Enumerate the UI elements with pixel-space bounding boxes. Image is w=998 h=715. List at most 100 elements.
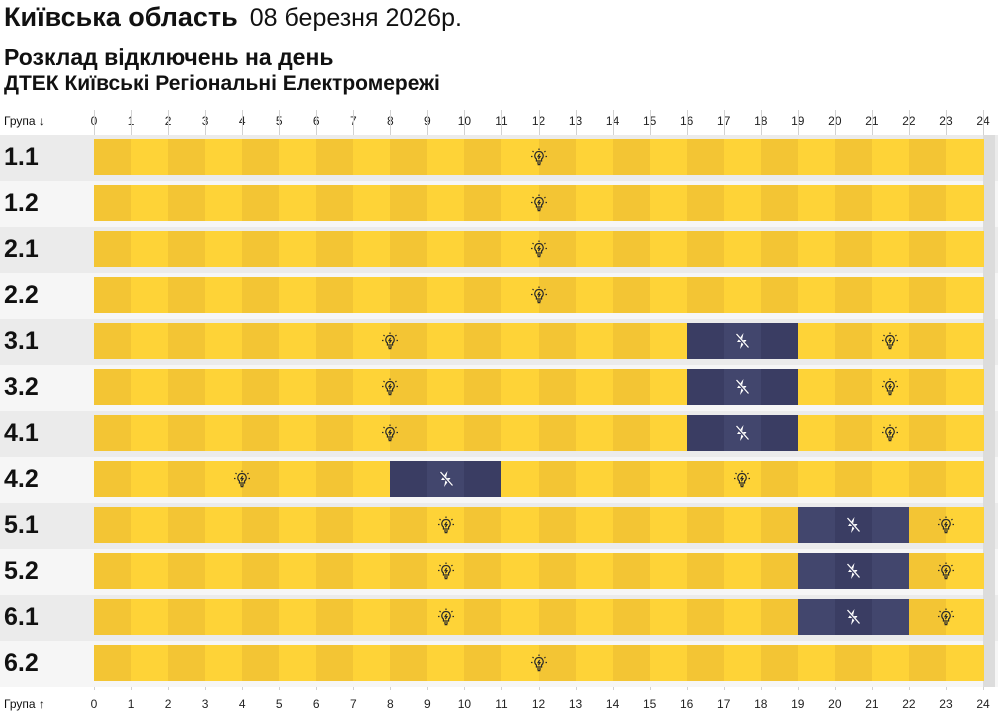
power-off-hour (760, 323, 799, 359)
power-on-hour (686, 507, 725, 543)
power-on-hour (316, 231, 354, 267)
power-on-hour (242, 599, 280, 635)
group-label: 4.1 (4, 419, 39, 447)
power-on-hour (501, 599, 540, 635)
power-on-hour (279, 231, 317, 267)
row-end-strip (983, 457, 995, 503)
power-on-hour (168, 507, 206, 543)
power-on-hour (242, 507, 280, 543)
group-row: 3.1 (0, 319, 998, 365)
power-on-hour (538, 323, 577, 359)
power-on-hour (797, 185, 836, 221)
power-on-hour (501, 139, 540, 175)
power-on-hour (538, 415, 577, 451)
row-end-strip (983, 365, 995, 411)
power-on-hour (538, 461, 577, 497)
page-subtitle: Розклад відключень на день (4, 44, 334, 70)
lightbulb-icon (529, 285, 549, 305)
hour-tick-label: 24 (973, 114, 993, 128)
power-on-hour (427, 139, 466, 175)
row-end-strip (983, 411, 995, 457)
power-on-hour (316, 507, 354, 543)
power-on-hour (316, 185, 354, 221)
power-on-hour (279, 415, 317, 451)
power-on-hour (908, 415, 947, 451)
group-column-header[interactable]: Група ↓ (4, 114, 45, 128)
power-on-hour (279, 369, 317, 405)
power-on-hour (390, 277, 428, 313)
power-on-hour (131, 185, 169, 221)
power-on-hour (908, 231, 947, 267)
group-label: 2.1 (4, 235, 39, 263)
power-on-hour (723, 231, 762, 267)
power-on-hour (538, 599, 577, 635)
power-on-hour (797, 139, 836, 175)
power-on-hour (760, 507, 799, 543)
group-label: 3.2 (4, 373, 39, 401)
schedule-date: 08 березня 2026р. (249, 4, 462, 32)
lightning-off-icon (843, 515, 863, 535)
power-on-hour (501, 461, 540, 497)
power-on-hour (908, 323, 947, 359)
power-on-hour (575, 139, 614, 175)
power-on-hour (575, 599, 614, 635)
group-row: 1.2 (0, 181, 998, 227)
power-on-hour (168, 369, 206, 405)
power-on-hour (760, 461, 799, 497)
power-on-hour (575, 277, 614, 313)
power-on-hour (464, 139, 503, 175)
power-on-hour (131, 415, 169, 451)
group-label: 4.2 (4, 465, 39, 493)
lightbulb-icon (936, 607, 956, 627)
power-on-hour (94, 323, 132, 359)
power-on-hour (94, 461, 132, 497)
power-on-hour (242, 139, 280, 175)
power-on-hour (353, 323, 391, 359)
power-off-hour (686, 369, 725, 405)
power-on-hour (723, 185, 762, 221)
power-on-hour (279, 277, 317, 313)
power-off-hour (390, 461, 428, 497)
power-on-hour (168, 599, 206, 635)
power-on-hour (834, 139, 873, 175)
power-on-hour (501, 231, 540, 267)
power-off-hour (760, 415, 799, 451)
power-on-hour (871, 461, 910, 497)
power-on-hour (205, 231, 243, 267)
power-on-hour (501, 369, 540, 405)
power-on-hour (464, 323, 503, 359)
hour-tick-label: 13 (568, 697, 583, 711)
top-hour-header: Група ↓012345678910111213141516171819202… (0, 110, 998, 132)
hour-tick-label: 6 (312, 697, 320, 711)
power-on-hour (575, 369, 614, 405)
power-on-hour (279, 645, 317, 681)
power-on-hour (501, 185, 540, 221)
power-on-hour (242, 231, 280, 267)
group-row: 4.2 (0, 457, 998, 503)
power-on-hour (390, 553, 428, 589)
power-on-hour (686, 461, 725, 497)
power-on-hour (279, 185, 317, 221)
power-on-hour (390, 231, 428, 267)
power-on-hour (760, 231, 799, 267)
group-column-header[interactable]: Група ↑ (4, 697, 45, 711)
hour-tick-label: 19 (791, 697, 805, 711)
hour-tick-label: 23 (936, 114, 956, 128)
power-on-hour (575, 645, 614, 681)
power-on-hour (168, 231, 206, 267)
region-name: Київська область (4, 2, 238, 32)
power-on-hour (316, 415, 354, 451)
power-on-hour (279, 507, 317, 543)
lightbulb-icon (936, 515, 956, 535)
power-on-hour (168, 323, 206, 359)
power-on-hour (538, 507, 577, 543)
lightbulb-icon (936, 561, 956, 581)
power-on-hour (390, 507, 428, 543)
power-on-hour (168, 553, 206, 589)
power-on-hour (501, 277, 540, 313)
group-row: 5.1 (0, 503, 998, 549)
power-on-hour (834, 185, 873, 221)
hour-tick-label: 16 (679, 697, 694, 711)
hour-tick-label: 14 (605, 697, 620, 711)
power-on-hour (94, 415, 132, 451)
